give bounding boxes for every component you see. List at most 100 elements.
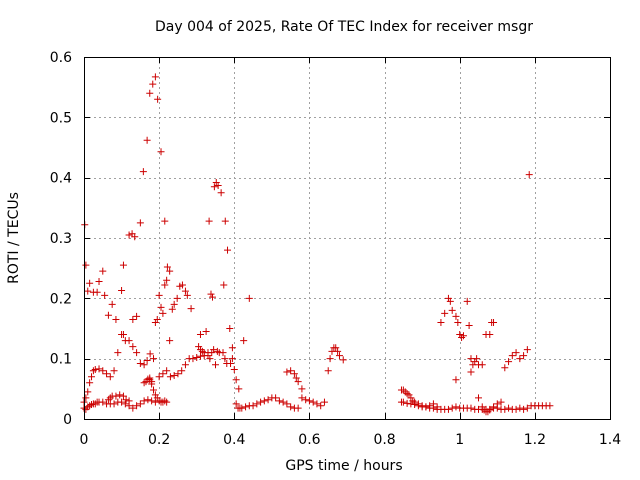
data-point <box>441 309 449 317</box>
data-point <box>116 391 124 399</box>
data-point <box>143 356 151 364</box>
data-point <box>448 404 456 412</box>
data-point <box>473 355 481 363</box>
data-point <box>103 370 111 378</box>
data-point <box>224 246 232 254</box>
data-point <box>467 368 475 376</box>
x-axis-label: GPS time / hours <box>285 458 402 474</box>
data-point <box>212 361 219 369</box>
plot-frame <box>84 57 611 420</box>
data-point <box>196 352 204 360</box>
data-point <box>414 402 422 410</box>
data-point <box>101 291 109 299</box>
data-point <box>119 392 127 400</box>
data-point <box>95 365 103 373</box>
data-point <box>512 405 520 413</box>
data-point <box>89 367 97 375</box>
data-point <box>257 398 265 406</box>
x-tick-label: 0 <box>80 432 89 448</box>
data-point <box>452 312 460 320</box>
data-point <box>220 281 228 289</box>
data-point <box>110 400 118 408</box>
data-point <box>444 294 452 302</box>
data-point <box>411 401 419 409</box>
data-point <box>448 306 456 314</box>
data-point <box>146 350 154 358</box>
data-point <box>110 367 118 375</box>
data-point <box>157 148 165 156</box>
data-point <box>95 277 103 285</box>
y-tick-label: 0 <box>63 412 72 428</box>
data-point <box>399 398 407 406</box>
y-tick-labels: 0 0.1 0.2 0.3 0.4 0.5 0.6 <box>50 50 72 428</box>
data-point <box>287 403 295 411</box>
data-point <box>493 400 501 408</box>
data-point <box>181 361 189 369</box>
data-point <box>153 394 161 402</box>
data-point <box>260 397 268 405</box>
data-point <box>227 359 235 367</box>
y-tick-label: 0.1 <box>50 352 72 368</box>
data-point <box>290 370 298 378</box>
axis-ticks <box>84 57 611 420</box>
grid-lines <box>84 57 610 419</box>
x-tick-label: 0.8 <box>373 432 395 448</box>
data-point <box>84 388 92 396</box>
data-point <box>294 378 302 386</box>
data-point <box>205 217 213 225</box>
data-point <box>546 402 554 410</box>
data-point <box>497 398 505 406</box>
data-point <box>163 398 171 406</box>
data-point <box>118 286 126 294</box>
data-point <box>452 403 460 411</box>
data-point <box>313 400 321 408</box>
data-point <box>91 400 99 408</box>
data-point <box>133 349 141 357</box>
data-point <box>437 318 445 326</box>
data-point <box>335 352 343 360</box>
data-point <box>155 291 163 299</box>
data-point <box>471 358 479 366</box>
data-point <box>490 318 498 326</box>
data-point <box>458 334 466 342</box>
data-point <box>429 404 437 412</box>
data-point <box>228 344 236 352</box>
data-point <box>219 349 227 357</box>
data-point <box>213 347 221 355</box>
y-tick-label: 0.4 <box>50 171 72 187</box>
data-point <box>206 355 214 363</box>
data-point <box>501 364 509 372</box>
x-tick-label: 0.6 <box>298 432 320 448</box>
data-point <box>240 337 248 345</box>
data-point <box>121 400 129 408</box>
chart-title: Day 004 of 2025, Rate Of TEC Index for r… <box>155 19 533 35</box>
data-point <box>317 402 325 410</box>
data-point <box>155 373 163 381</box>
data-point <box>99 367 107 375</box>
data-point <box>178 367 186 375</box>
data-point <box>463 297 471 305</box>
data-point <box>221 217 229 225</box>
data-point <box>174 370 182 378</box>
data-point <box>82 394 90 402</box>
x-tick-label: 1.4 <box>599 432 621 448</box>
data-point <box>320 398 328 406</box>
data-point <box>99 267 107 275</box>
data-point <box>501 405 509 413</box>
data-point <box>146 89 154 97</box>
data-point <box>157 303 165 311</box>
y-tick-label: 0.6 <box>50 50 72 66</box>
y-tick-label: 0.2 <box>50 291 72 307</box>
data-point <box>144 396 152 404</box>
data-point <box>446 297 454 305</box>
data-point <box>292 374 300 382</box>
data-point <box>196 331 204 339</box>
data-point <box>161 281 169 289</box>
data-point <box>161 217 169 225</box>
data-point <box>444 405 452 413</box>
data-point <box>465 321 473 329</box>
data-points <box>80 73 554 416</box>
data-point <box>305 397 313 405</box>
data-point <box>523 346 531 354</box>
data-point <box>153 315 161 323</box>
